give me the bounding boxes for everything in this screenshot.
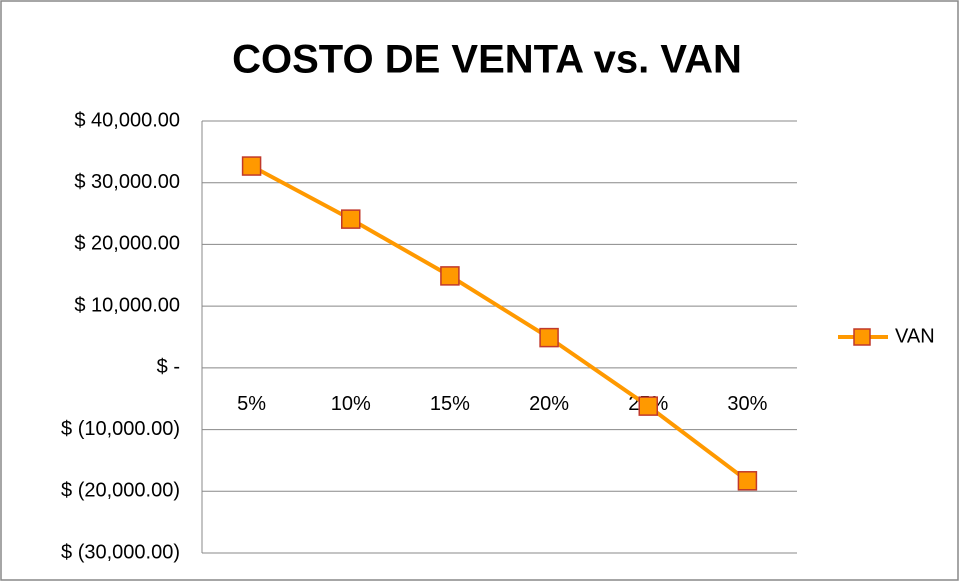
data-marker	[341, 209, 361, 229]
y-tick-label: $ 20,000.00	[74, 233, 180, 255]
y-tick-label: $ 30,000.00	[74, 171, 180, 193]
data-marker	[638, 396, 658, 416]
x-tick-label: 5%	[237, 393, 266, 415]
legend-label: VAN	[895, 325, 935, 347]
data-marker	[440, 266, 460, 286]
y-tick-label: $ -	[157, 356, 180, 378]
data-marker	[737, 471, 758, 491]
y-tick-label: $ 40,000.00	[74, 109, 180, 131]
x-tick-label: 10%	[331, 393, 371, 415]
data-line	[250, 164, 749, 483]
legend-marker	[853, 328, 871, 346]
y-tick-label: $ (30,000.00)	[61, 541, 180, 563]
x-tick-label: 30%	[727, 393, 767, 415]
y-tick-label: $ 10,000.00	[74, 294, 180, 316]
chart-title: COSTO DE VENTA vs. VAN	[232, 38, 742, 82]
data-marker	[241, 156, 262, 176]
data-marker	[539, 327, 559, 348]
x-tick-label: 20%	[529, 393, 569, 415]
x-tick-label: 15%	[430, 393, 470, 415]
y-tick-label: $ (20,000.00)	[61, 480, 180, 502]
y-tick-label: $ (10,000.00)	[61, 418, 180, 440]
